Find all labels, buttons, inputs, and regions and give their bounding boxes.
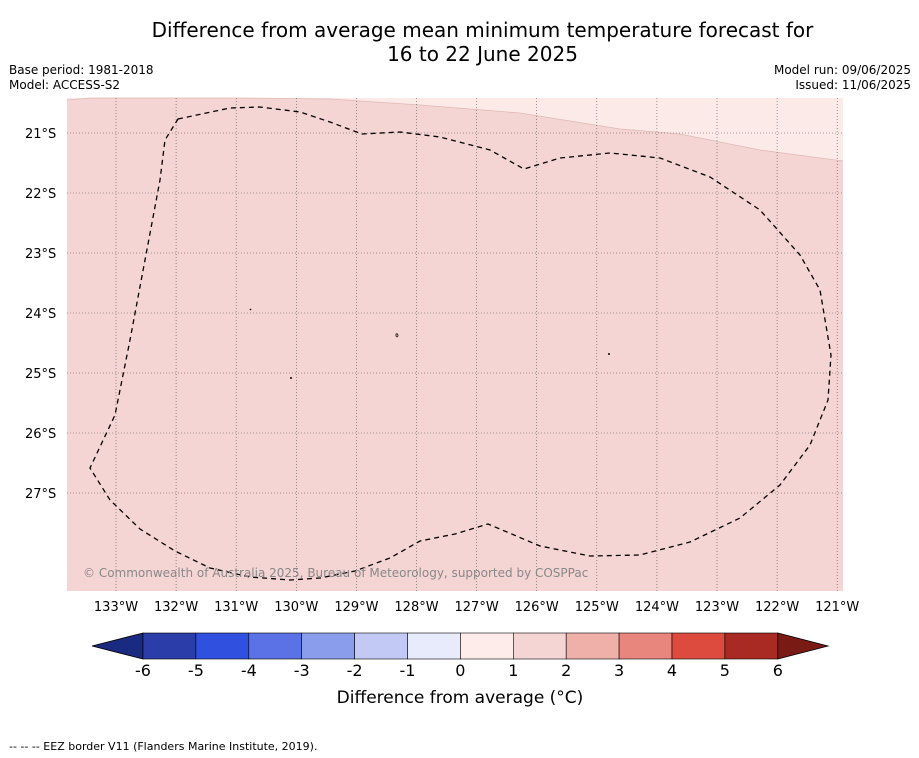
map-title: Difference from average mean minimum tem… <box>0 18 919 66</box>
colorbar-tick-label: -3 <box>294 661 310 680</box>
colorbar-tick-label: 1 <box>508 661 518 680</box>
lon-label: 132°W <box>154 600 198 615</box>
lat-label: 26°S <box>25 427 56 442</box>
eez-border <box>89 106 832 581</box>
colorbar-bin <box>195 632 250 660</box>
colorbar-tick-label: 2 <box>561 661 571 680</box>
colorbar-tick-label: -6 <box>135 661 151 680</box>
colorbar-tick-label: 0 <box>455 661 465 680</box>
lon-label: 133°W <box>94 600 138 615</box>
graticule <box>67 98 843 591</box>
colorbar-label: Difference from average (°C) <box>336 688 584 708</box>
lon-label: 127°W <box>455 600 499 615</box>
colorbar-under <box>91 632 144 660</box>
colorbar-bin <box>565 632 620 660</box>
lat-label: 21°S <box>25 127 56 142</box>
model-name: Model: ACCESS-S2 <box>9 78 121 92</box>
lon-label: 124°W <box>635 600 679 615</box>
footnote: -- -- -- EEZ border V11 (Flanders Marine… <box>9 740 318 753</box>
title-line-1: Difference from average mean minimum tem… <box>151 18 814 42</box>
colorbar-bin <box>301 632 355 660</box>
lat-label: 23°S <box>25 247 56 262</box>
colorbar-bin <box>354 632 408 660</box>
colorbar-bin <box>142 632 197 660</box>
island-1 <box>249 308 252 311</box>
colorbar-bin <box>248 632 303 660</box>
meta-left: Base period: 1981-2018 Model: ACCESS-S2 <box>9 63 154 93</box>
longitude-labels: 133°W 132°W 131°W 130°W 129°W 128°W 127°W 126°W… <box>94 600 860 615</box>
lon-label: 121°W <box>815 600 859 615</box>
field-boundary <box>66 97 844 162</box>
lon-label: 123°W <box>695 600 739 615</box>
lon-label: 130°W <box>274 600 318 615</box>
colorbar-tick-label: 6 <box>773 661 783 680</box>
colorbar-bin <box>671 632 726 660</box>
colorbar-tick-label: 5 <box>720 661 730 680</box>
colorbar-tick-label: -2 <box>347 661 363 680</box>
lon-label: 129°W <box>334 600 378 615</box>
field-light-region <box>67 98 843 161</box>
colorbar-bin <box>407 632 461 660</box>
colorbar-ticks: -6 -5 -4 -3 -2 -1 0 1 2 3 4 5 6 <box>135 661 783 680</box>
colorbar-tick-label: -5 <box>188 661 204 680</box>
colorbar-tick-label: 4 <box>667 661 677 680</box>
lon-label: 128°W <box>394 600 438 615</box>
colorbar-tick-label: -4 <box>241 661 257 680</box>
lat-label: 27°S <box>25 487 56 502</box>
colorbar-bin <box>460 632 514 660</box>
colorbar-bin <box>618 632 673 660</box>
lon-label: 131°W <box>214 600 258 615</box>
field-main <box>67 98 843 591</box>
lat-label: 22°S <box>25 187 56 202</box>
colorbar <box>91 632 830 660</box>
title-line-2: 16 to 22 June 2025 <box>387 42 578 66</box>
issued-date: Issued: 11/06/2025 <box>795 78 911 92</box>
lon-label: 126°W <box>515 600 559 615</box>
colorbar-over <box>777 632 830 660</box>
model-run: Model run: 09/06/2025 <box>773 63 911 77</box>
island-3 <box>395 333 399 338</box>
lat-label: 24°S <box>25 307 56 322</box>
colorbar-bin <box>512 632 567 660</box>
lat-label: 25°S <box>25 367 56 382</box>
colorbar-bin <box>724 632 779 660</box>
colorbar-tick-label: -1 <box>400 661 416 680</box>
base-period: Base period: 1981-2018 <box>9 63 154 77</box>
latitude-labels: 21°S 22°S 23°S 24°S 25°S 26°S 27°S <box>25 127 56 502</box>
lon-label: 122°W <box>755 600 799 615</box>
meta-right: Model run: 09/06/2025 Issued: 11/06/2025 <box>774 63 911 93</box>
lon-label: 125°W <box>575 600 619 615</box>
copyright: © Commonwealth of Australia 2025, Bureau… <box>83 566 588 580</box>
colorbar-tick-label: 3 <box>614 661 624 680</box>
